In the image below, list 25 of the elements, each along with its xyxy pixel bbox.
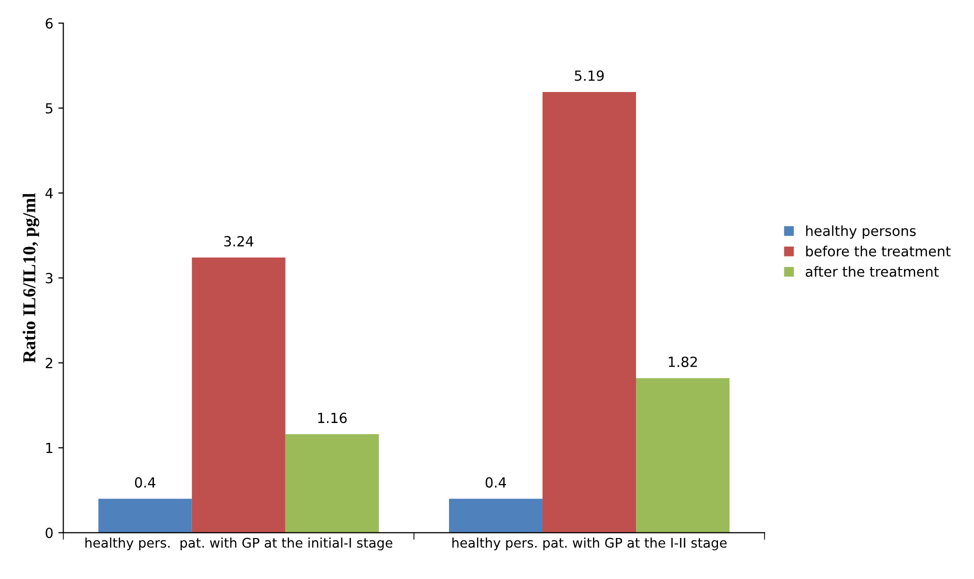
bar [542,92,636,533]
data-label: 1.82 [668,356,697,368]
y-tick-label: 2 [46,358,52,368]
bar [98,498,192,533]
data-label: 5.19 [574,70,604,81]
legend-label: healthy persons [806,225,916,239]
data-label: 3.24 [224,236,254,247]
bar [636,378,730,533]
x-tick-label: healthy pers. pat. with GP at the I-II stage [452,538,727,550]
legend-label: after the treatment [806,266,939,277]
data-label: 0.4 [486,477,506,488]
data-label: 1.16 [318,412,347,424]
y-tick-label: 4 [45,188,53,198]
y-tick-label: 5 [46,103,52,114]
x-tick-label: healthy pers. pat. with GP at the initial-I stage [85,538,392,550]
y-tick-label: 0 [46,528,53,538]
y-tick-label: 6 [46,18,53,29]
bar [192,258,286,533]
y-tick-label: 3 [46,272,52,284]
legend-label: before the treatment [806,246,951,256]
y-axis-title: Ratio IL6/IL10, pg/ml [22,193,40,363]
y-tick-label: 1 [46,442,52,454]
bar [285,434,379,533]
data-label: 0.4 [135,477,156,488]
bar [449,498,543,533]
